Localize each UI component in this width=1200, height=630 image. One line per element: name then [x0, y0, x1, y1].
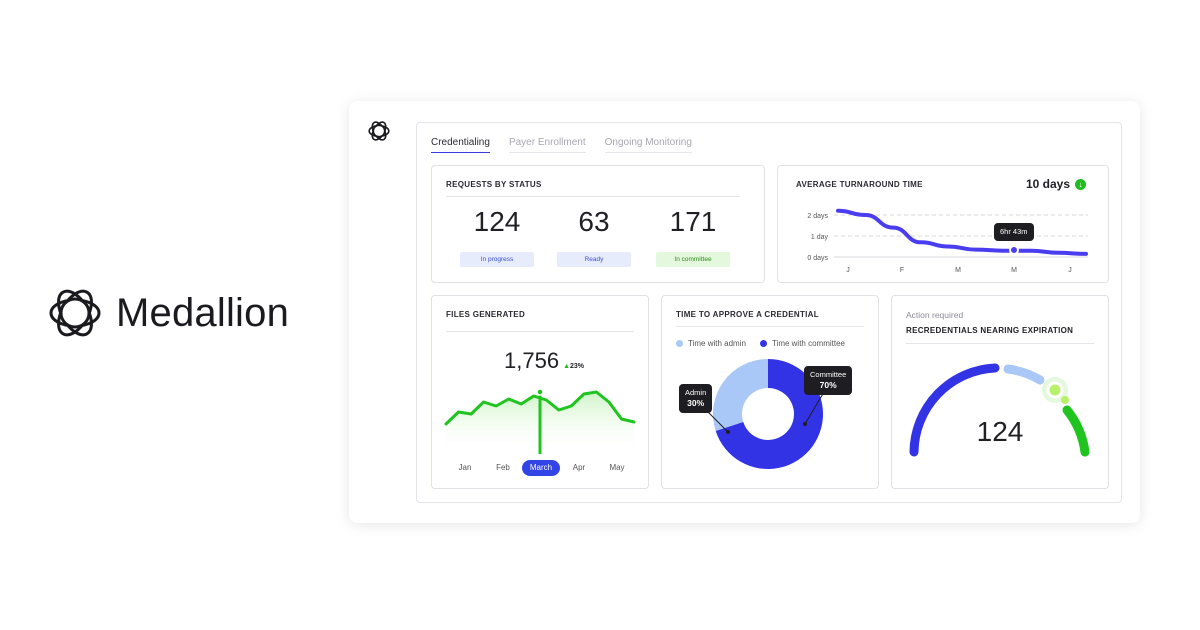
month-selector: Jan Feb March Apr May	[446, 460, 636, 476]
x-tick: J	[1068, 267, 1072, 274]
committee-leader-dot	[803, 422, 807, 426]
action-required: Action required	[906, 310, 964, 320]
legend-dot	[676, 340, 683, 347]
approve-title: TIME TO APPROVE A CREDENTIAL	[676, 310, 819, 319]
brand-name: Medallion	[116, 290, 290, 335]
stat-in-progress[interactable]: 124 In progress	[460, 206, 534, 267]
tab-credentialing[interactable]: Credentialing	[431, 137, 490, 153]
approve-donut-chart	[701, 359, 825, 469]
turnaround-chart: 2 days 1 day 0 days J F M M J	[807, 208, 1088, 274]
x-tick: F	[900, 267, 904, 274]
requests-card: REQUESTS BY STATUS 124 In progress 63 Re…	[431, 165, 765, 283]
slice-admin[interactable]	[713, 359, 768, 431]
slice-committee[interactable]	[715, 359, 823, 469]
expiration-value: 124	[976, 416, 1024, 447]
committee-leader	[804, 391, 825, 425]
x-tick: J	[846, 267, 850, 274]
turnaround-line	[836, 208, 1088, 256]
tab-bar: Credentialing Payer Enrollment Ongoing M…	[431, 137, 692, 153]
month-may[interactable]: May	[609, 463, 625, 472]
month-jan[interactable]: Jan	[458, 463, 472, 472]
y-tick: 2 days	[807, 213, 828, 220]
y-tick: 0 days	[807, 255, 828, 262]
down-arrow-icon: ↓	[1075, 178, 1086, 190]
turnaround-days: 10 days	[1025, 177, 1070, 191]
expiration-title: RECREDENTIALS NEARING EXPIRATION	[906, 326, 1074, 335]
status-badge: In committee	[656, 252, 730, 267]
highlight-point[interactable]	[536, 388, 544, 396]
requests-title: REQUESTS BY STATUS	[446, 180, 542, 189]
stat-value: 124	[473, 206, 521, 237]
brand: Medallion	[48, 286, 289, 340]
turnaround-tooltip: 6hr 43m	[994, 223, 1034, 241]
stat-value: 171	[669, 206, 717, 237]
files-delta: ▲23%	[563, 363, 585, 370]
turnaround-card: AVERAGE TURNAROUND TIME 10 days ↓ 2 days…	[777, 165, 1109, 283]
committee-tooltip: Committee 70%	[804, 366, 853, 395]
x-tick: M	[1011, 267, 1017, 274]
up-arrow-icon: ▲	[563, 363, 570, 370]
gauge-handle[interactable]	[1046, 381, 1064, 399]
gauge-segment-green	[1062, 405, 1090, 457]
legend-dot	[759, 340, 767, 347]
month-march[interactable]: March	[522, 460, 560, 476]
stat-value: 63	[578, 206, 610, 237]
stat-ready[interactable]: 63 Ready	[557, 206, 631, 267]
stat-in-committee[interactable]: 171 In committee	[656, 206, 730, 267]
files-value: 1,756	[504, 348, 560, 373]
divider	[906, 343, 1094, 344]
gauge-segment-secondary	[1003, 364, 1045, 385]
approve-card: TIME TO APPROVE A CREDENTIAL Time with a…	[661, 295, 879, 489]
turnaround-title: AVERAGE TURNAROUND TIME	[796, 180, 923, 189]
files-chart	[444, 388, 636, 454]
expiration-card: Action required RECREDENTIALS NEARING EX…	[891, 295, 1109, 489]
expiration-gauge	[909, 363, 1090, 457]
files-card: FILES GENERATED 1,756 ▲23% Jan	[431, 295, 649, 489]
dashboard-panel: Credentialing Payer Enrollment Ongoing M…	[416, 122, 1122, 503]
dashboard-window: Credentialing Payer Enrollment Ongoing M…	[349, 101, 1140, 523]
gauge-handle-tail	[1061, 396, 1069, 404]
files-value-row: 1,756 ▲23%	[504, 348, 584, 374]
month-apr[interactable]: Apr	[572, 463, 586, 472]
admin-tooltip: Admin 30%	[679, 384, 713, 413]
tab-payer-enrollment[interactable]: Payer Enrollment	[508, 137, 586, 153]
status-badge: Ready	[557, 252, 631, 267]
files-title: FILES GENERATED	[446, 310, 526, 319]
medallion-logo-icon	[48, 286, 102, 340]
highlight-point[interactable]	[1009, 245, 1019, 255]
x-tick: M	[955, 267, 961, 274]
month-feb[interactable]: Feb	[496, 463, 510, 472]
admin-leader-dot	[726, 430, 730, 434]
gauge-segment-primary	[909, 363, 1000, 457]
divider	[676, 326, 864, 327]
turnaround-value: 10 days ↓	[1026, 177, 1086, 191]
approve-legend: Time with admin Time with committee	[676, 339, 845, 348]
legend-admin: Time with admin	[676, 339, 746, 348]
status-badge: In progress	[460, 252, 534, 267]
y-tick: 1 day	[811, 234, 829, 241]
divider	[446, 331, 634, 332]
divider	[446, 196, 740, 197]
legend-committee: Time with committee	[759, 339, 845, 348]
tab-ongoing-monitoring[interactable]: Ongoing Monitoring	[604, 137, 692, 153]
app-logo-icon[interactable]	[368, 120, 390, 147]
